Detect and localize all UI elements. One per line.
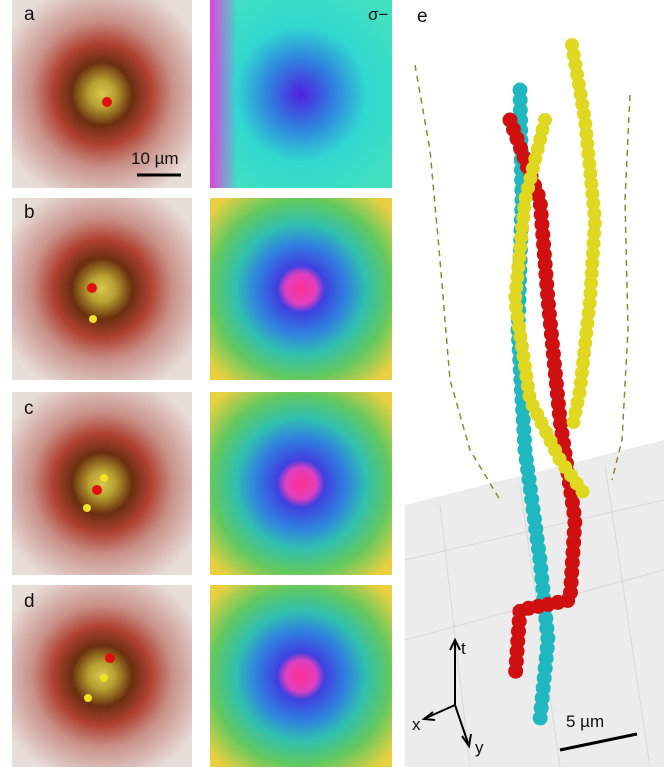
axis-label: x xyxy=(412,715,421,734)
scale-label: 5 µm xyxy=(566,712,604,731)
image xyxy=(210,392,392,575)
image xyxy=(12,392,192,575)
dot xyxy=(92,485,102,495)
panel-images xyxy=(12,0,392,767)
panel-label: b xyxy=(24,202,35,223)
scale-label: 10 µm xyxy=(131,149,179,168)
axis-label: t xyxy=(461,639,466,658)
panel-e xyxy=(404,38,664,767)
axis-label: y xyxy=(475,738,484,757)
panel-label: c xyxy=(24,398,34,419)
panel-label: e xyxy=(417,6,428,27)
dot xyxy=(100,474,108,482)
dot xyxy=(105,653,115,663)
panel-label: d xyxy=(24,591,35,612)
image xyxy=(210,0,392,188)
dot xyxy=(89,315,97,323)
scale-bar xyxy=(559,732,638,752)
image xyxy=(12,198,192,380)
dot xyxy=(100,674,108,682)
dot xyxy=(83,504,91,512)
trajectory xyxy=(565,38,603,437)
polarization-label: σ− xyxy=(368,5,388,24)
projection xyxy=(611,94,631,481)
image xyxy=(210,198,392,380)
dot xyxy=(102,97,112,107)
image xyxy=(210,585,392,767)
dot xyxy=(87,283,97,293)
panel-label: a xyxy=(24,4,35,25)
projection xyxy=(414,64,501,501)
trajectory xyxy=(507,113,592,502)
axes-glyph xyxy=(421,637,472,749)
image xyxy=(12,0,192,188)
dot xyxy=(84,694,92,702)
